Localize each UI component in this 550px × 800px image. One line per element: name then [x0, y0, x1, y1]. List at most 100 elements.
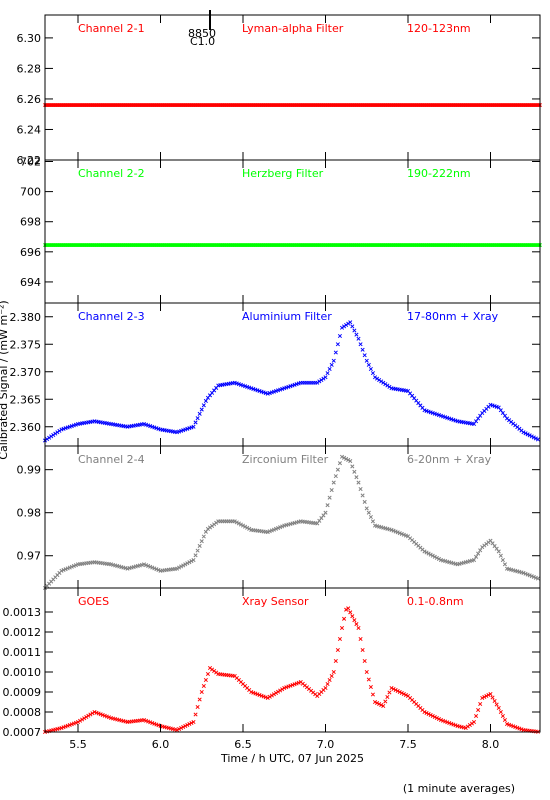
data-point: [445, 720, 450, 725]
data-point: [273, 690, 279, 696]
data-point: [420, 707, 425, 713]
data-point: [306, 686, 312, 692]
data-point: [352, 328, 357, 333]
y-tick-label: 0.99: [17, 464, 42, 477]
data-point: [381, 525, 386, 530]
data-point: [174, 727, 180, 733]
data-point: [383, 382, 388, 387]
panel-label: Channel 2-3: [78, 310, 145, 323]
data-point: [504, 566, 510, 571]
data-point: [391, 528, 396, 533]
data-point: [191, 557, 196, 563]
data-point: [356, 625, 361, 631]
data-point: [496, 405, 501, 410]
panel-label: 120-123nm: [407, 22, 471, 35]
data-point: [348, 610, 353, 615]
panel-label: 190-222nm: [407, 167, 471, 180]
data-point: [379, 702, 384, 708]
y-tick-label: 2.380: [10, 311, 42, 324]
data-point: [234, 520, 239, 525]
data-point: [521, 570, 526, 575]
data-point: [156, 723, 161, 728]
data-point: [333, 350, 338, 355]
data-point: [381, 703, 386, 709]
data-point: [513, 724, 518, 730]
data-point: [344, 607, 349, 612]
data-point: [535, 576, 540, 581]
data-point: [438, 557, 444, 563]
data-point: [348, 320, 353, 325]
data-point: [418, 545, 423, 550]
data-point: [199, 407, 204, 412]
data-point: [344, 456, 349, 461]
y-tick-label: 702: [20, 156, 41, 169]
data-point: [364, 669, 369, 675]
data-point: [352, 469, 357, 474]
data-point: [366, 677, 371, 682]
data-point: [401, 691, 406, 697]
data-point: [144, 718, 149, 723]
data-point: [236, 521, 241, 526]
data-point: [152, 721, 157, 726]
data-point: [412, 539, 417, 545]
data-point: [205, 671, 210, 677]
data-point: [354, 622, 359, 627]
data-point: [243, 683, 248, 689]
data-point: [348, 459, 353, 464]
data-point: [271, 692, 276, 697]
data-point: [436, 716, 441, 722]
data-point: [507, 418, 512, 423]
data-point: [154, 722, 159, 727]
data-point: [507, 567, 512, 572]
data-point: [399, 531, 404, 536]
data-point: [346, 457, 351, 463]
data-point: [372, 523, 378, 528]
data-point: [203, 677, 208, 683]
panel-label: Aluminium Filter: [242, 310, 332, 323]
data-point: [300, 681, 305, 686]
data-point: [364, 358, 369, 363]
data-point: [397, 531, 402, 536]
data-point: [377, 377, 382, 383]
data-point: [492, 698, 497, 704]
data-point: [236, 382, 241, 387]
data-point: [443, 719, 448, 724]
data-point: [504, 416, 510, 421]
data-point: [232, 519, 237, 524]
data-point: [511, 568, 516, 573]
data-point: [148, 564, 153, 569]
data-point: [148, 424, 153, 429]
data-point: [309, 688, 314, 693]
x-tick-label: 6.5: [234, 738, 252, 751]
data-point: [350, 464, 355, 469]
data-point: [381, 380, 386, 385]
data-point: [375, 376, 380, 381]
data-point: [490, 541, 495, 546]
data-point: [263, 391, 268, 396]
data-point: [360, 347, 365, 352]
data-point: [267, 694, 272, 699]
data-point: [238, 679, 243, 685]
data-point: [488, 691, 493, 697]
x-tick-label: 8.0: [482, 738, 500, 751]
data-point: [484, 693, 489, 699]
data-point: [302, 683, 307, 688]
data-point: [331, 669, 336, 675]
data-point: [102, 713, 107, 718]
data-point: [325, 371, 330, 376]
data-point: [397, 689, 402, 695]
data-point: [82, 716, 87, 721]
data-point: [243, 384, 248, 389]
data-point: [405, 534, 411, 539]
data-point: [342, 616, 347, 621]
data-point: [523, 571, 528, 576]
data-point: [329, 673, 334, 679]
data-point: [358, 486, 363, 492]
data-point: [515, 725, 520, 730]
data-point: [323, 685, 328, 691]
data-point: [331, 358, 336, 363]
data-point: [490, 695, 495, 700]
data-point: [362, 353, 367, 358]
data-point: [498, 553, 503, 558]
